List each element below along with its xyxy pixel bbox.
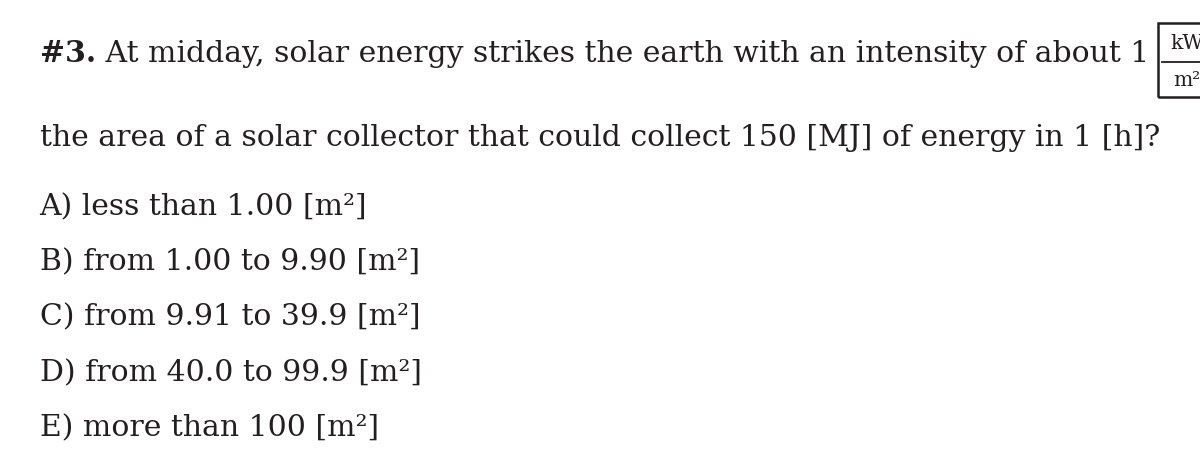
Text: kW: kW (1171, 34, 1200, 53)
Text: the area of a solar collector that could collect 150 [MJ] of energy in 1 [h]?: the area of a solar collector that could… (40, 123, 1160, 152)
Text: B) from 1.00 to 9.90 [m²]: B) from 1.00 to 9.90 [m²] (40, 248, 420, 276)
Text: A) less than 1.00 [m²]: A) less than 1.00 [m²] (40, 193, 367, 221)
Text: At midday, solar energy strikes the earth with an intensity of about 1: At midday, solar energy strikes the eart… (96, 40, 1158, 68)
Text: m²: m² (1174, 71, 1200, 90)
Text: E) more than 100 [m²]: E) more than 100 [m²] (40, 414, 379, 443)
Text: #3.: #3. (40, 39, 96, 68)
Text: D) from 40.0 to 99.9 [m²]: D) from 40.0 to 99.9 [m²] (40, 359, 421, 387)
Text: C) from 9.91 to 39.9 [m²]: C) from 9.91 to 39.9 [m²] (40, 304, 420, 332)
